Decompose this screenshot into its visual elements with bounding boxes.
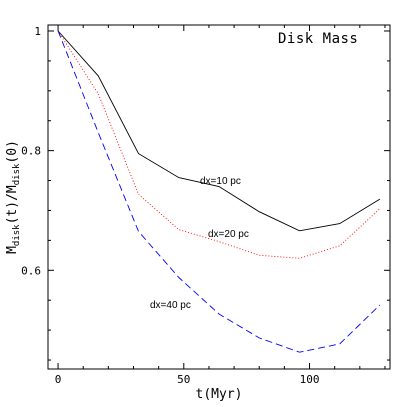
y-tick-label: 0.6	[21, 264, 41, 277]
series-line-1	[57, 30, 381, 232]
y-axis-label: Mdisk(t)/Mdisk(0)	[5, 140, 22, 254]
x-axis-label: t(Myr)	[196, 387, 243, 402]
x-tick-label: 100	[300, 373, 320, 386]
y-tick-label: 0.8	[21, 145, 41, 158]
axis-ticks: 0 50 100 0.6 0.8 1	[21, 25, 390, 386]
y-label-end: (0)	[5, 140, 20, 163]
y-label-sub1: disk	[12, 224, 22, 246]
plot-frame	[47, 24, 391, 370]
x-tick-label: 50	[177, 373, 190, 386]
y-label-mid: (t)/M	[5, 185, 20, 224]
x-tick-label: 0	[55, 373, 62, 386]
annotation-dx10: dx=10 pc	[200, 176, 241, 187]
chart-title: Disk Mass	[278, 31, 358, 47]
annotation-dx40: dx=40 pc	[150, 300, 191, 311]
y-label-sub2: disk	[12, 163, 22, 185]
y-label-base: M	[5, 246, 20, 254]
series-line-3	[57, 30, 381, 353]
series-layer	[57, 30, 381, 353]
annotation-dx20: dx=20 pc	[208, 229, 249, 240]
y-tick-label: 1	[34, 25, 41, 38]
series-line-2	[57, 30, 381, 259]
